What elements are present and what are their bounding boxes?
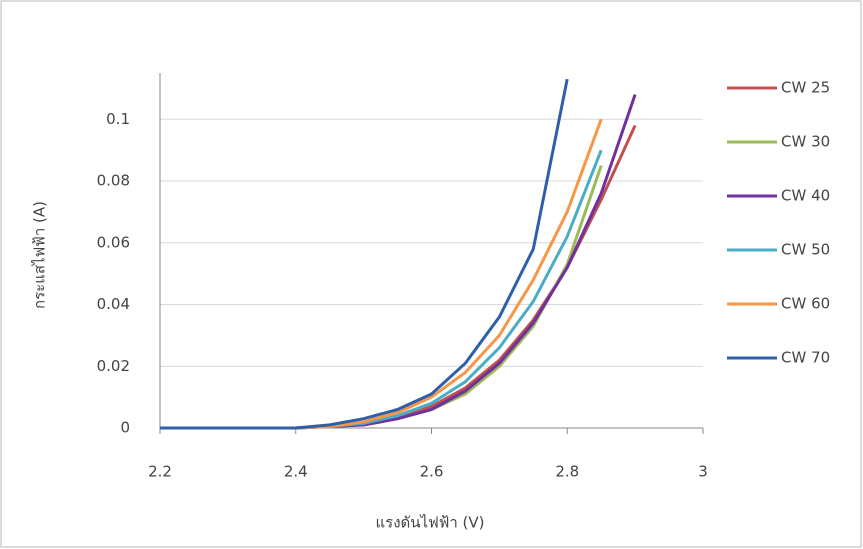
x-tick-label: 3	[698, 463, 708, 481]
x-tick-label: 2.4	[284, 463, 308, 481]
legend-label: CW 50	[781, 241, 830, 259]
y-tick-label: 0.08	[97, 172, 130, 190]
legend-label: CW 30	[781, 133, 830, 151]
y-axis-label: กระแสไฟฟ้า (A)	[31, 201, 49, 309]
y-tick-label: 0.02	[97, 357, 130, 375]
legend-label: CW 60	[781, 295, 830, 313]
series-line	[160, 78, 569, 430]
y-tick-label: 0.04	[97, 295, 130, 313]
y-tick-label: 0.06	[97, 233, 130, 251]
y-tick-label: 0	[120, 419, 130, 437]
y-tick-label: 0.1	[106, 110, 130, 128]
x-tick-label: 2.6	[420, 463, 444, 481]
x-axis-label: แรงดันไฟฟ้า (V)	[376, 514, 485, 532]
legend-label: CW 25	[781, 79, 830, 97]
x-tick-label: 2.2	[148, 463, 172, 481]
legend-label: CW 40	[781, 187, 830, 205]
legend-label: CW 70	[781, 349, 830, 367]
x-tick-label: 2.8	[555, 463, 579, 481]
